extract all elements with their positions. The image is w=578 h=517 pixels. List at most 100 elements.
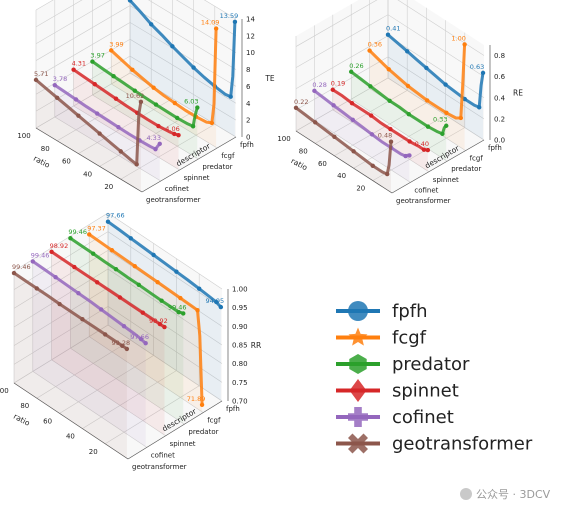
hexagon-icon [349, 354, 367, 374]
legend-label: predator [392, 354, 470, 375]
data-point [388, 139, 394, 144]
y-axis-line [127, 400, 223, 460]
x-tick-label: 60 [43, 417, 52, 425]
x-tick-label: 60 [62, 158, 71, 166]
grid-line-z [13, 324, 223, 402]
data-point [218, 304, 224, 310]
circle-icon [348, 301, 368, 321]
data-point [52, 82, 57, 88]
data-label: 99.46 [168, 303, 187, 311]
data-point [76, 113, 81, 118]
data-point [72, 264, 77, 270]
data-point [209, 120, 215, 126]
data-point [370, 163, 375, 169]
data-point [385, 171, 390, 177]
data-point [117, 295, 123, 300]
z-tick-label: 0.4 [494, 94, 506, 102]
data-point [172, 100, 177, 106]
series-fill-predator [92, 61, 198, 159]
chart-panel-rr: 97.6694.9597.3771.8999.4699.4698.9298.92… [0, 212, 261, 471]
data-point [49, 249, 54, 255]
data-point [405, 83, 411, 89]
data-point [440, 131, 445, 137]
y-tick-label: spinnet [170, 440, 196, 448]
data-label: 10.62 [126, 92, 145, 100]
data-point [140, 310, 145, 315]
x-axis-title: ratio [12, 412, 32, 428]
data-point [130, 67, 135, 73]
data-point [162, 324, 167, 330]
data-point [149, 22, 154, 27]
y-tick-label: geotransformer [396, 197, 451, 205]
grid-line-z [295, 77, 485, 141]
data-point [175, 115, 180, 121]
data-point [312, 88, 317, 94]
plus-icon [348, 407, 368, 427]
data-point [103, 332, 108, 337]
data-point [176, 132, 181, 138]
data-point [176, 309, 181, 315]
series-predator: 99.46 99.46 [68, 228, 187, 316]
series-geotransformer: 99.46 99.28 [11, 263, 130, 352]
x-tick-label: 20 [104, 183, 113, 191]
star-icon [348, 327, 368, 346]
data-point [443, 82, 448, 87]
x-tick-label: 80 [20, 402, 29, 410]
data-point [388, 126, 393, 132]
data-point [156, 123, 161, 129]
data-point [124, 346, 130, 352]
series-spinnet: 4.31 4.06 [71, 60, 181, 138]
legend-item-spinnet: spinnet [336, 379, 459, 402]
data-point [462, 96, 467, 102]
floor-pane [14, 325, 222, 459]
data-point [80, 317, 85, 322]
data-point [109, 248, 115, 253]
data-point [11, 270, 17, 276]
data-point [386, 67, 391, 72]
data-point [90, 59, 95, 64]
x-axis-line [295, 130, 393, 194]
data-point [57, 301, 62, 307]
series-fpfh: 97.66 94.95 [105, 212, 225, 310]
x-axis-line [13, 382, 129, 460]
data-point [313, 120, 318, 125]
series-fill-cofinet [32, 261, 146, 447]
series-predator: 0.26 0.33 [349, 62, 449, 137]
z-tick-label: 8 [246, 66, 250, 74]
data-point [30, 259, 35, 264]
data-label: 0.22 [294, 98, 308, 106]
data-point [424, 65, 429, 71]
x-tick-label: 100 [0, 387, 9, 395]
data-point [151, 85, 156, 90]
x-tick-label: 20 [89, 448, 98, 456]
legend-item-predator: predator [336, 354, 470, 375]
x-tick-label: 20 [356, 185, 365, 193]
data-point [174, 269, 179, 274]
data-label: 94.95 [206, 297, 225, 305]
series-fill-spinnet [73, 69, 179, 170]
data-point [99, 307, 104, 312]
series-cofinet: 99.46 97.66 [30, 251, 149, 346]
y-tick-label: cofinet [165, 185, 189, 193]
data-point [421, 147, 427, 152]
grid-line-z [295, 0, 485, 56]
data-point [95, 280, 100, 285]
z-tick-label: 12 [246, 32, 255, 40]
data-point [53, 275, 58, 280]
legend-item-cofinet: cofinet [336, 407, 454, 428]
grid-line-z [35, 0, 237, 37]
data-point [349, 69, 354, 74]
grid-line-z [35, 5, 237, 70]
data-label: 0.33 [433, 116, 447, 124]
data-point [170, 44, 175, 49]
x-tick-label: 100 [277, 135, 290, 143]
data-point [120, 343, 125, 349]
z-tick-label: 0.2 [494, 115, 505, 123]
data-label: 0.36 [368, 41, 382, 49]
legend-item-fpfh: fpfh [336, 301, 428, 322]
grid-line-z [35, 22, 237, 87]
watermark-text: 公众号 · 3DCV [476, 488, 551, 501]
y-tick-label: geotransformer [146, 196, 201, 204]
x-axis-title: ratio [32, 154, 52, 170]
